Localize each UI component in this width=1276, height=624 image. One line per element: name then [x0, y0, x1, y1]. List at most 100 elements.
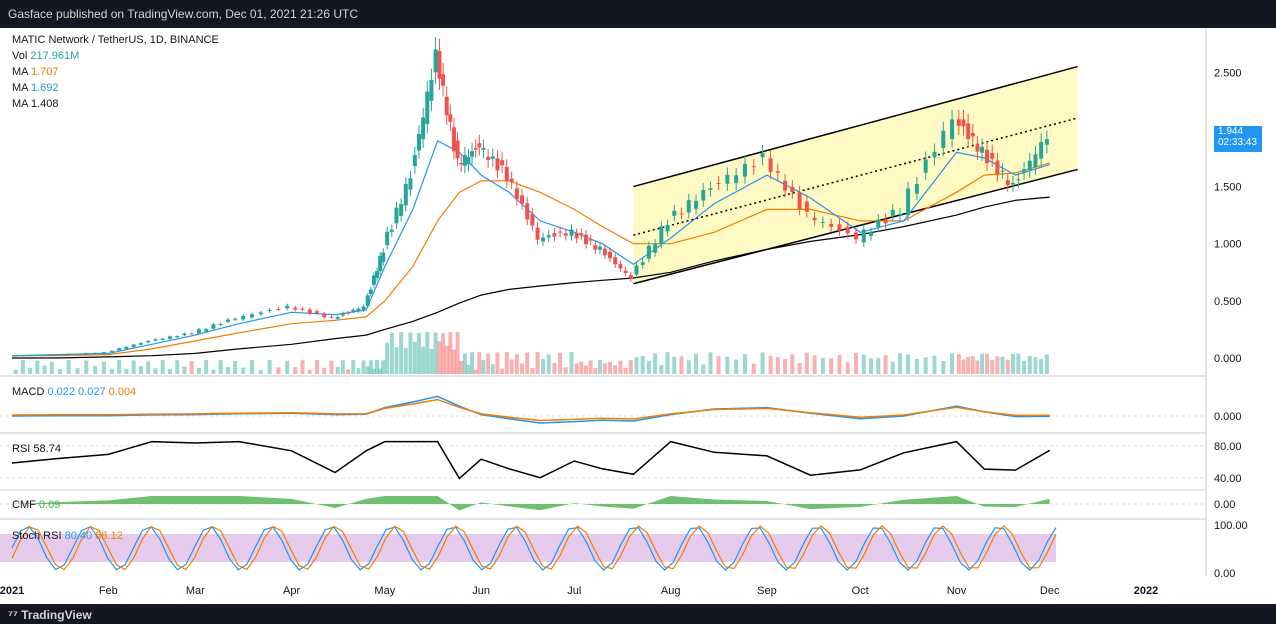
volume-bar — [500, 368, 505, 374]
volume-bar — [408, 332, 413, 374]
candle-body — [28, 355, 33, 357]
volume-bar — [552, 362, 557, 374]
candle-body — [775, 171, 780, 173]
macd-tick-label: 0.000 — [1214, 411, 1242, 423]
candle-body — [20, 355, 25, 357]
rsi-legend: RSI 58.74 — [12, 443, 61, 455]
volume-bar — [640, 355, 645, 374]
volume-bar — [623, 367, 628, 374]
volume-bar — [804, 352, 809, 374]
candle-body — [679, 213, 684, 215]
candle-body — [613, 257, 618, 265]
candle-body — [346, 312, 351, 314]
volume-bar — [970, 356, 975, 374]
candle-body — [340, 313, 345, 316]
candle-body — [314, 311, 319, 313]
volume-bar — [346, 369, 351, 374]
volume-bar — [646, 360, 651, 374]
volume-bar — [932, 355, 937, 374]
volume-bar — [361, 360, 366, 374]
cmf-legend: CMF 0.09 — [12, 499, 60, 511]
candle-body — [204, 329, 209, 332]
volume-bar — [300, 360, 305, 374]
candle-body — [276, 308, 281, 310]
candle-body — [368, 289, 373, 295]
candle-body — [734, 175, 739, 183]
price-axis-background — [1206, 28, 1276, 604]
ma-mid-line — [12, 162, 1050, 357]
candle-body — [708, 188, 713, 190]
volume-bar — [845, 362, 850, 374]
candle-body — [869, 232, 874, 236]
ma-slow-line — [12, 196, 1050, 359]
volume-bar — [429, 348, 434, 374]
candle-body — [646, 245, 651, 259]
candle-body — [804, 201, 809, 212]
volume-bar — [75, 368, 80, 374]
candle-body — [437, 50, 442, 79]
volume-bar — [459, 360, 464, 374]
candle-body — [985, 149, 990, 164]
volume-bar — [1010, 354, 1015, 374]
time-tick-label: Jun — [472, 585, 490, 597]
candle-body — [975, 144, 980, 152]
volume-bar — [101, 361, 106, 374]
volume-bar — [225, 366, 230, 374]
volume-bar — [365, 366, 370, 374]
candle-body — [462, 155, 467, 166]
candle-body — [13, 355, 18, 357]
volume-bar — [608, 361, 613, 374]
candle-body — [175, 336, 180, 338]
volume-bar — [356, 368, 361, 374]
volume-bar — [734, 359, 739, 374]
volume-bar — [416, 332, 421, 374]
candle-body — [876, 219, 881, 227]
volume-bar — [381, 360, 386, 374]
volume-bar — [694, 353, 699, 374]
volume-bar — [914, 358, 919, 374]
volume-bar — [820, 357, 825, 374]
candle-body — [623, 270, 628, 273]
volume-bar — [412, 342, 417, 374]
price-tick-label: 2.500 — [1214, 67, 1242, 79]
time-tick-label: 2021 — [0, 585, 24, 597]
volume-bar — [520, 363, 525, 374]
volume-bar — [399, 332, 404, 374]
candle-body — [233, 318, 238, 320]
volume-bar — [923, 357, 928, 374]
volume-bar — [477, 352, 482, 374]
candle-body — [906, 188, 911, 216]
candle-body — [429, 79, 434, 101]
volume-bar — [725, 356, 730, 374]
volume-bar — [466, 364, 471, 374]
cmf-label: CMF — [12, 499, 36, 511]
candle-body — [66, 353, 71, 355]
volume-bar — [167, 369, 172, 374]
rsi-tick-label: 80.00 — [1214, 441, 1242, 453]
time-tick-label: 2022 — [1134, 585, 1158, 597]
candle-body — [389, 229, 394, 232]
candle-body — [49, 354, 54, 356]
candle-body — [597, 246, 602, 250]
chart-area[interactable]: 2.500 1.500 1.000 0.500 0.000 0.000 80.00 40.00… — [0, 28, 1276, 604]
candle-body — [1010, 182, 1015, 185]
volume-bar — [535, 352, 540, 374]
volume-bar — [403, 348, 408, 374]
volume-bar — [504, 352, 509, 374]
volume-bar — [437, 341, 442, 374]
volume-bar — [861, 354, 866, 374]
macd-value-1: 0.022 — [47, 386, 75, 398]
volume-bar — [189, 361, 194, 374]
candle-body — [495, 158, 500, 171]
candle-body — [329, 316, 334, 318]
candle-body — [218, 323, 223, 326]
volume-bar — [546, 354, 551, 374]
volume-bar — [196, 367, 201, 374]
stoch-tick-label: 100.00 — [1214, 520, 1248, 532]
candle-body — [365, 295, 370, 307]
candle-body — [760, 153, 765, 158]
cmf-value: 0.09 — [38, 499, 61, 511]
volume-bar — [563, 367, 568, 374]
publish-text: Gasface published on TradingView.com, De… — [8, 7, 358, 21]
candle-body — [117, 348, 122, 351]
